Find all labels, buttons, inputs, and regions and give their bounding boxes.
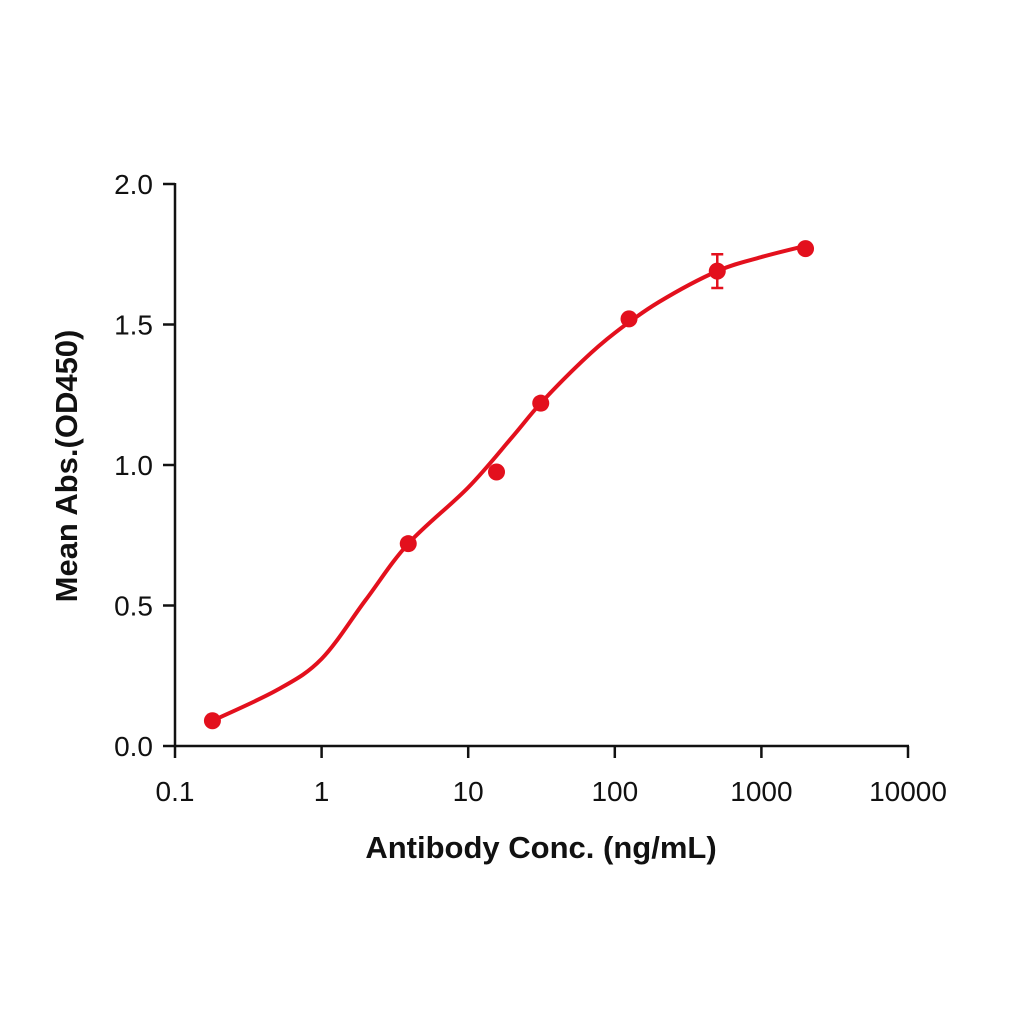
data-point: [203, 712, 221, 730]
x-tick-label: 100: [591, 776, 638, 807]
x-tick-label: 0.1: [156, 776, 195, 807]
y-axis-label: Mean Abs.(OD450): [49, 330, 84, 603]
x-tick-label: 1: [314, 776, 330, 807]
x-axis-label: Antibody Conc. (ng/mL): [365, 830, 716, 865]
data-point: [399, 535, 417, 553]
y-tick-label: 0.0: [114, 731, 153, 762]
data-point: [620, 310, 638, 328]
x-tick-label: 1000: [730, 776, 792, 807]
y-tick-label: 1.5: [114, 310, 153, 341]
data-point: [708, 262, 726, 280]
data-point: [797, 240, 815, 258]
x-tick-label: 10: [453, 776, 484, 807]
x-tick-label: 10000: [869, 776, 947, 807]
y-tick-label: 0.5: [114, 591, 153, 622]
fit-curve: [211, 243, 807, 723]
data-point: [488, 463, 506, 481]
y-tick-label: 2.0: [114, 169, 153, 200]
data-point: [532, 394, 550, 412]
y-tick-label: 1.0: [114, 450, 153, 481]
